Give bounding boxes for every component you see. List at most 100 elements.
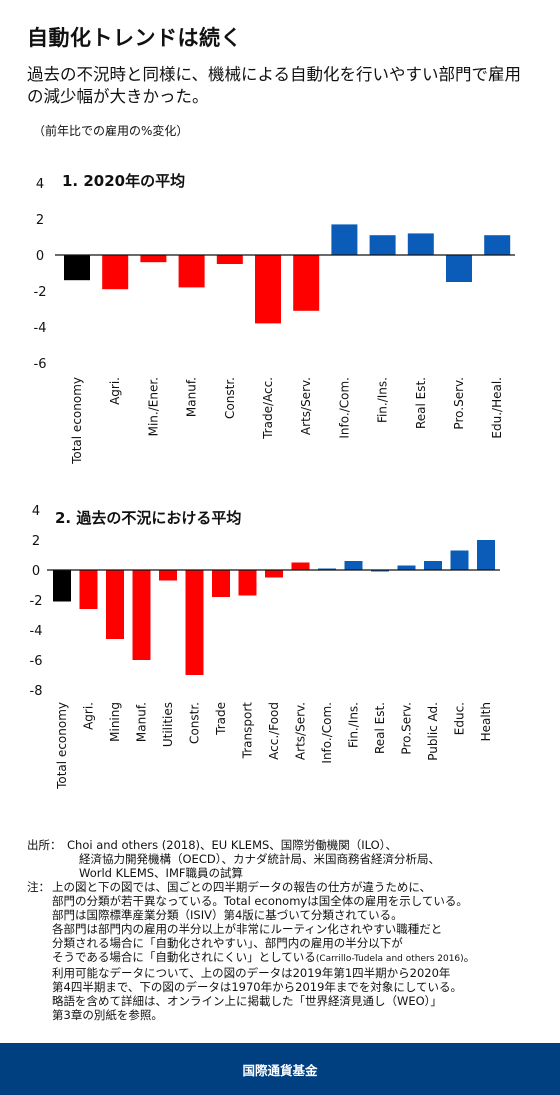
y-tick-label: 4 (32, 504, 40, 519)
bar-automatable (102, 255, 129, 290)
category-label: Info./Com. (337, 377, 351, 439)
bar-non_automatable (331, 224, 358, 255)
notes-section: 出所： Choi and others (2018)、EU KLEMS、国際労働… (27, 838, 557, 1022)
y-tick-label: -6 (30, 654, 43, 669)
unit-note: （前年比での雇用の%変化） (33, 124, 189, 138)
category-label: Edu./Heal. (490, 377, 504, 439)
bar-automatable (293, 255, 320, 311)
bar-non_automatable (450, 550, 469, 570)
note-line: 各部門は部門内の雇用の半分以上が非常にルーティン化されやすい職種だと (52, 922, 443, 936)
y-tick-label: -2 (34, 285, 47, 300)
chart-2020-average: 1. 2020年の平均 4 2 0 -2 -4 -6 Total economy Agri. Mi… (34, 172, 515, 465)
page-title: 自動化トレンドは続く (27, 26, 242, 50)
y-tick-label: -6 (34, 357, 47, 372)
note-line: 分類される場合に「自動化されやすい」、部門内の雇用の半分以下が (52, 936, 403, 950)
source-row: 出所： Choi and others (2018)、EU KLEMS、国際労働… (27, 838, 557, 880)
bar-automatable (140, 255, 167, 263)
bar-automatable (185, 570, 204, 675)
category-label: Pro.Serv. (400, 702, 414, 755)
category-label: Real Est. (373, 702, 387, 754)
category-label: Mining (108, 702, 122, 742)
note-line: 第4四半期まで、下の図のデータは1970年から2019年までを対象にしている。 (52, 980, 463, 994)
bar-non_automatable (477, 540, 495, 570)
bar-non_automatable (369, 235, 396, 255)
page-subtitle: 過去の不況時と同様に、機械による自動化を行いやすい部門で雇用の減少幅が大きかった… (27, 65, 522, 106)
category-label: Fin./Ins. (347, 702, 361, 748)
category-label: Trade/Acc. (261, 377, 275, 440)
category-label: Total economy (55, 702, 69, 790)
category-label: Health (479, 702, 493, 741)
note-line: 部門の分類が若干異なっている。Total economyは国全体の雇用を示してい… (52, 894, 468, 908)
bar-automatable (265, 570, 283, 578)
y-tick-label: 0 (36, 249, 44, 264)
category-label: Arts/Serv. (294, 702, 308, 760)
y-tick-label: 4 (36, 177, 44, 192)
category-label: Public Ad. (426, 702, 440, 761)
category-label: Agri. (108, 377, 122, 405)
bar-automatable (106, 570, 124, 639)
note-line: 略語を含めて詳細は、オンライン上に掲載した「世界経済見通し（WEO）」 (52, 994, 442, 1008)
category-label: Agri. (82, 702, 96, 730)
y-tick-label: 2 (36, 213, 44, 228)
category-label: Transport (241, 702, 255, 760)
bar-non_automatable (424, 561, 442, 570)
bar-automatable (79, 570, 98, 609)
footer-label: 国際通貨基金 (242, 1062, 318, 1078)
chart-title: 2. 過去の不況における平均 (55, 509, 241, 527)
bar-automatable (178, 255, 205, 288)
category-label: Total economy (70, 377, 84, 465)
note-line: 上の図と下の図では、国ごとの四半期データの報告の仕方が違うために、 (52, 880, 432, 894)
category-label: Real Est. (414, 377, 428, 429)
y-tick-label: -4 (34, 321, 47, 336)
bar-automatable (238, 570, 257, 596)
category-label: Constr. (223, 377, 237, 419)
bar-non_automatable (484, 235, 511, 255)
note-line: そうである場合に「自動化されにくい」としている (52, 950, 316, 964)
bar-automatable (132, 570, 151, 660)
bar-automatable (291, 562, 310, 570)
bar-non_automatable (407, 233, 434, 255)
category-label: Manuf. (185, 377, 199, 417)
source-line: Choi and others (2018)、EU KLEMS、国際労働機関（I… (67, 838, 397, 852)
y-tick-label: -8 (30, 684, 43, 699)
bar-non_automatable (318, 568, 336, 570)
bar-non_automatable (344, 561, 363, 570)
category-label: Constr. (188, 702, 202, 744)
category-label: Arts/Serv. (299, 377, 313, 435)
y-tick-label: -4 (30, 624, 43, 639)
bar-non_automatable (371, 570, 389, 572)
source-label: 出所： (27, 838, 62, 852)
source-line: World KLEMS、IMF職員の試算 (79, 866, 243, 880)
chart-past-recessions-average: 2. 過去の不況における平均 4 2 0 -2 -4 -6 -8 Total economy Ag… (30, 504, 500, 790)
bar-total (53, 570, 71, 602)
category-label: Utilities (161, 702, 175, 747)
category-label: Acc./Food (267, 702, 281, 760)
citation: (Carrillo-Tudela and others 2016) (315, 954, 464, 964)
note-line-with-citation: そうである場合に「自動化されにくい」としている(Carrillo-Tudela … (52, 950, 557, 966)
bar-automatable (212, 570, 230, 597)
note-label: 注： (27, 880, 50, 894)
category-label: Min./Ener. (146, 377, 160, 436)
y-tick-label: -2 (30, 594, 43, 609)
footer-bar: 国際通貨基金 (0, 1043, 560, 1095)
category-label: Educ. (453, 702, 467, 735)
category-label: Manuf. (135, 702, 149, 742)
note-row: 注： 上の図と下の図では、国ごとの四半期データの報告の仕方が違うために、 部門の… (27, 880, 557, 1022)
bar-automatable (159, 570, 177, 581)
category-label: Pro.Serv. (452, 377, 466, 430)
y-tick-label: 0 (32, 564, 40, 579)
bar-automatable (255, 255, 281, 324)
note-line: 第3章の別紙を参照。 (52, 1008, 163, 1022)
y-tick-label: 2 (32, 534, 40, 549)
note-line: 部門は国際標準産業分類（ISIV）第4版に基づいて分類されている。 (52, 908, 403, 922)
category-label: Info./Com. (320, 702, 334, 764)
source-line: 経済協力開発機構（OECD）、カナダ統計局、米国商務省経済分析局、 (79, 852, 440, 866)
bar-non_automatable (446, 255, 472, 282)
bar-non_automatable (397, 565, 416, 570)
citation-end: 。 (463, 950, 476, 964)
bar-automatable (216, 255, 243, 264)
category-label: Fin./Ins. (376, 377, 390, 423)
bar-total (64, 255, 90, 281)
note-line: 利用可能なデータについて、上の図のデータは2019年第1四半期から2020年 (52, 966, 451, 980)
category-label: Trade (214, 702, 228, 736)
